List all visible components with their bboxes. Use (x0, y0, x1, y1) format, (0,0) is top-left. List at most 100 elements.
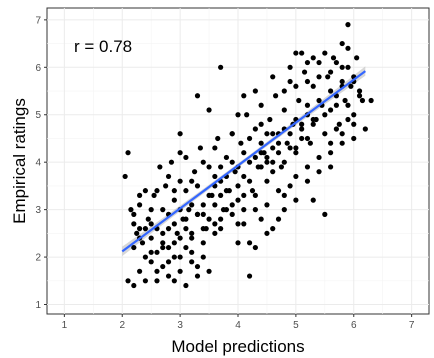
data-point (304, 164, 311, 170)
data-point (212, 230, 218, 236)
data-point (134, 230, 140, 236)
y-tick-label: 4 (35, 158, 41, 169)
data-point (238, 140, 244, 146)
data-point (316, 59, 322, 66)
data-point (304, 178, 311, 184)
data-point (345, 45, 351, 51)
data-point (339, 78, 345, 85)
data-point (316, 154, 322, 161)
data-point (270, 226, 276, 232)
data-point (212, 202, 218, 208)
data-point (339, 64, 345, 70)
data-point (328, 88, 334, 94)
data-point (183, 154, 189, 161)
data-point (229, 211, 235, 217)
data-point (241, 192, 247, 198)
data-point (275, 188, 282, 194)
data-point (345, 64, 351, 70)
data-point (131, 244, 137, 251)
data-point (359, 97, 366, 104)
data-point (351, 121, 357, 127)
data-point (264, 230, 270, 236)
data-point (125, 278, 131, 284)
data-point (258, 140, 264, 146)
data-point (252, 192, 258, 198)
data-point (356, 93, 363, 99)
data-point (142, 188, 148, 194)
data-point (223, 188, 230, 194)
data-point (183, 282, 189, 289)
data-point (281, 88, 287, 94)
data-point (270, 169, 276, 175)
data-point (235, 112, 241, 118)
data-point (287, 183, 293, 189)
data-point (200, 226, 206, 232)
y-tick-label: 2 (35, 253, 41, 264)
data-point (189, 230, 195, 236)
data-point (177, 235, 183, 241)
y-axis-title: Empirical ratings (10, 98, 29, 224)
data-point (189, 259, 195, 265)
data-point (189, 235, 195, 241)
data-point (241, 93, 247, 99)
data-point (333, 59, 339, 66)
data-point (328, 69, 334, 75)
data-point (287, 145, 293, 151)
data-point (212, 173, 218, 180)
data-point (183, 244, 189, 251)
data-point (142, 226, 148, 232)
data-point (223, 207, 230, 213)
data-point (157, 164, 163, 170)
data-point (293, 83, 299, 89)
data-point (310, 83, 316, 89)
data-point (345, 116, 351, 123)
data-point (328, 150, 334, 156)
data-point (299, 121, 305, 127)
data-point (183, 226, 189, 232)
data-point (131, 282, 137, 289)
data-point (171, 197, 177, 203)
data-point (345, 102, 351, 108)
data-point (171, 188, 177, 194)
data-point (293, 173, 299, 180)
data-point (151, 192, 157, 198)
data-point (148, 259, 154, 265)
data-point (206, 192, 212, 198)
data-point (177, 268, 183, 274)
fit-line (121, 70, 366, 253)
data-point (206, 216, 212, 222)
data-point (229, 131, 235, 137)
data-point (131, 221, 137, 227)
data-point (249, 188, 256, 194)
data-point (339, 140, 345, 146)
x-tick-label: 2 (119, 320, 125, 331)
data-point (200, 211, 206, 217)
data-point (177, 254, 183, 260)
data-point (267, 116, 273, 123)
data-point (252, 244, 258, 251)
data-point (189, 249, 195, 255)
data-point (177, 150, 183, 156)
data-point (194, 263, 201, 270)
data-point (218, 64, 224, 70)
data-point (171, 254, 177, 260)
data-point (304, 59, 311, 66)
data-point (137, 202, 143, 208)
data-point (165, 173, 172, 180)
data-point (246, 178, 253, 184)
data-point (322, 131, 328, 137)
data-point (325, 74, 331, 80)
data-point (148, 207, 154, 213)
data-point (160, 207, 166, 213)
data-point (241, 150, 247, 156)
data-point (171, 221, 177, 227)
data-point (171, 278, 177, 284)
data-point (154, 268, 160, 274)
data-point (142, 254, 148, 260)
regression-line (121, 70, 366, 253)
data-point (200, 240, 206, 246)
data-point (270, 131, 276, 137)
data-point (246, 135, 253, 142)
data-point (148, 235, 154, 241)
data-point (264, 154, 270, 161)
